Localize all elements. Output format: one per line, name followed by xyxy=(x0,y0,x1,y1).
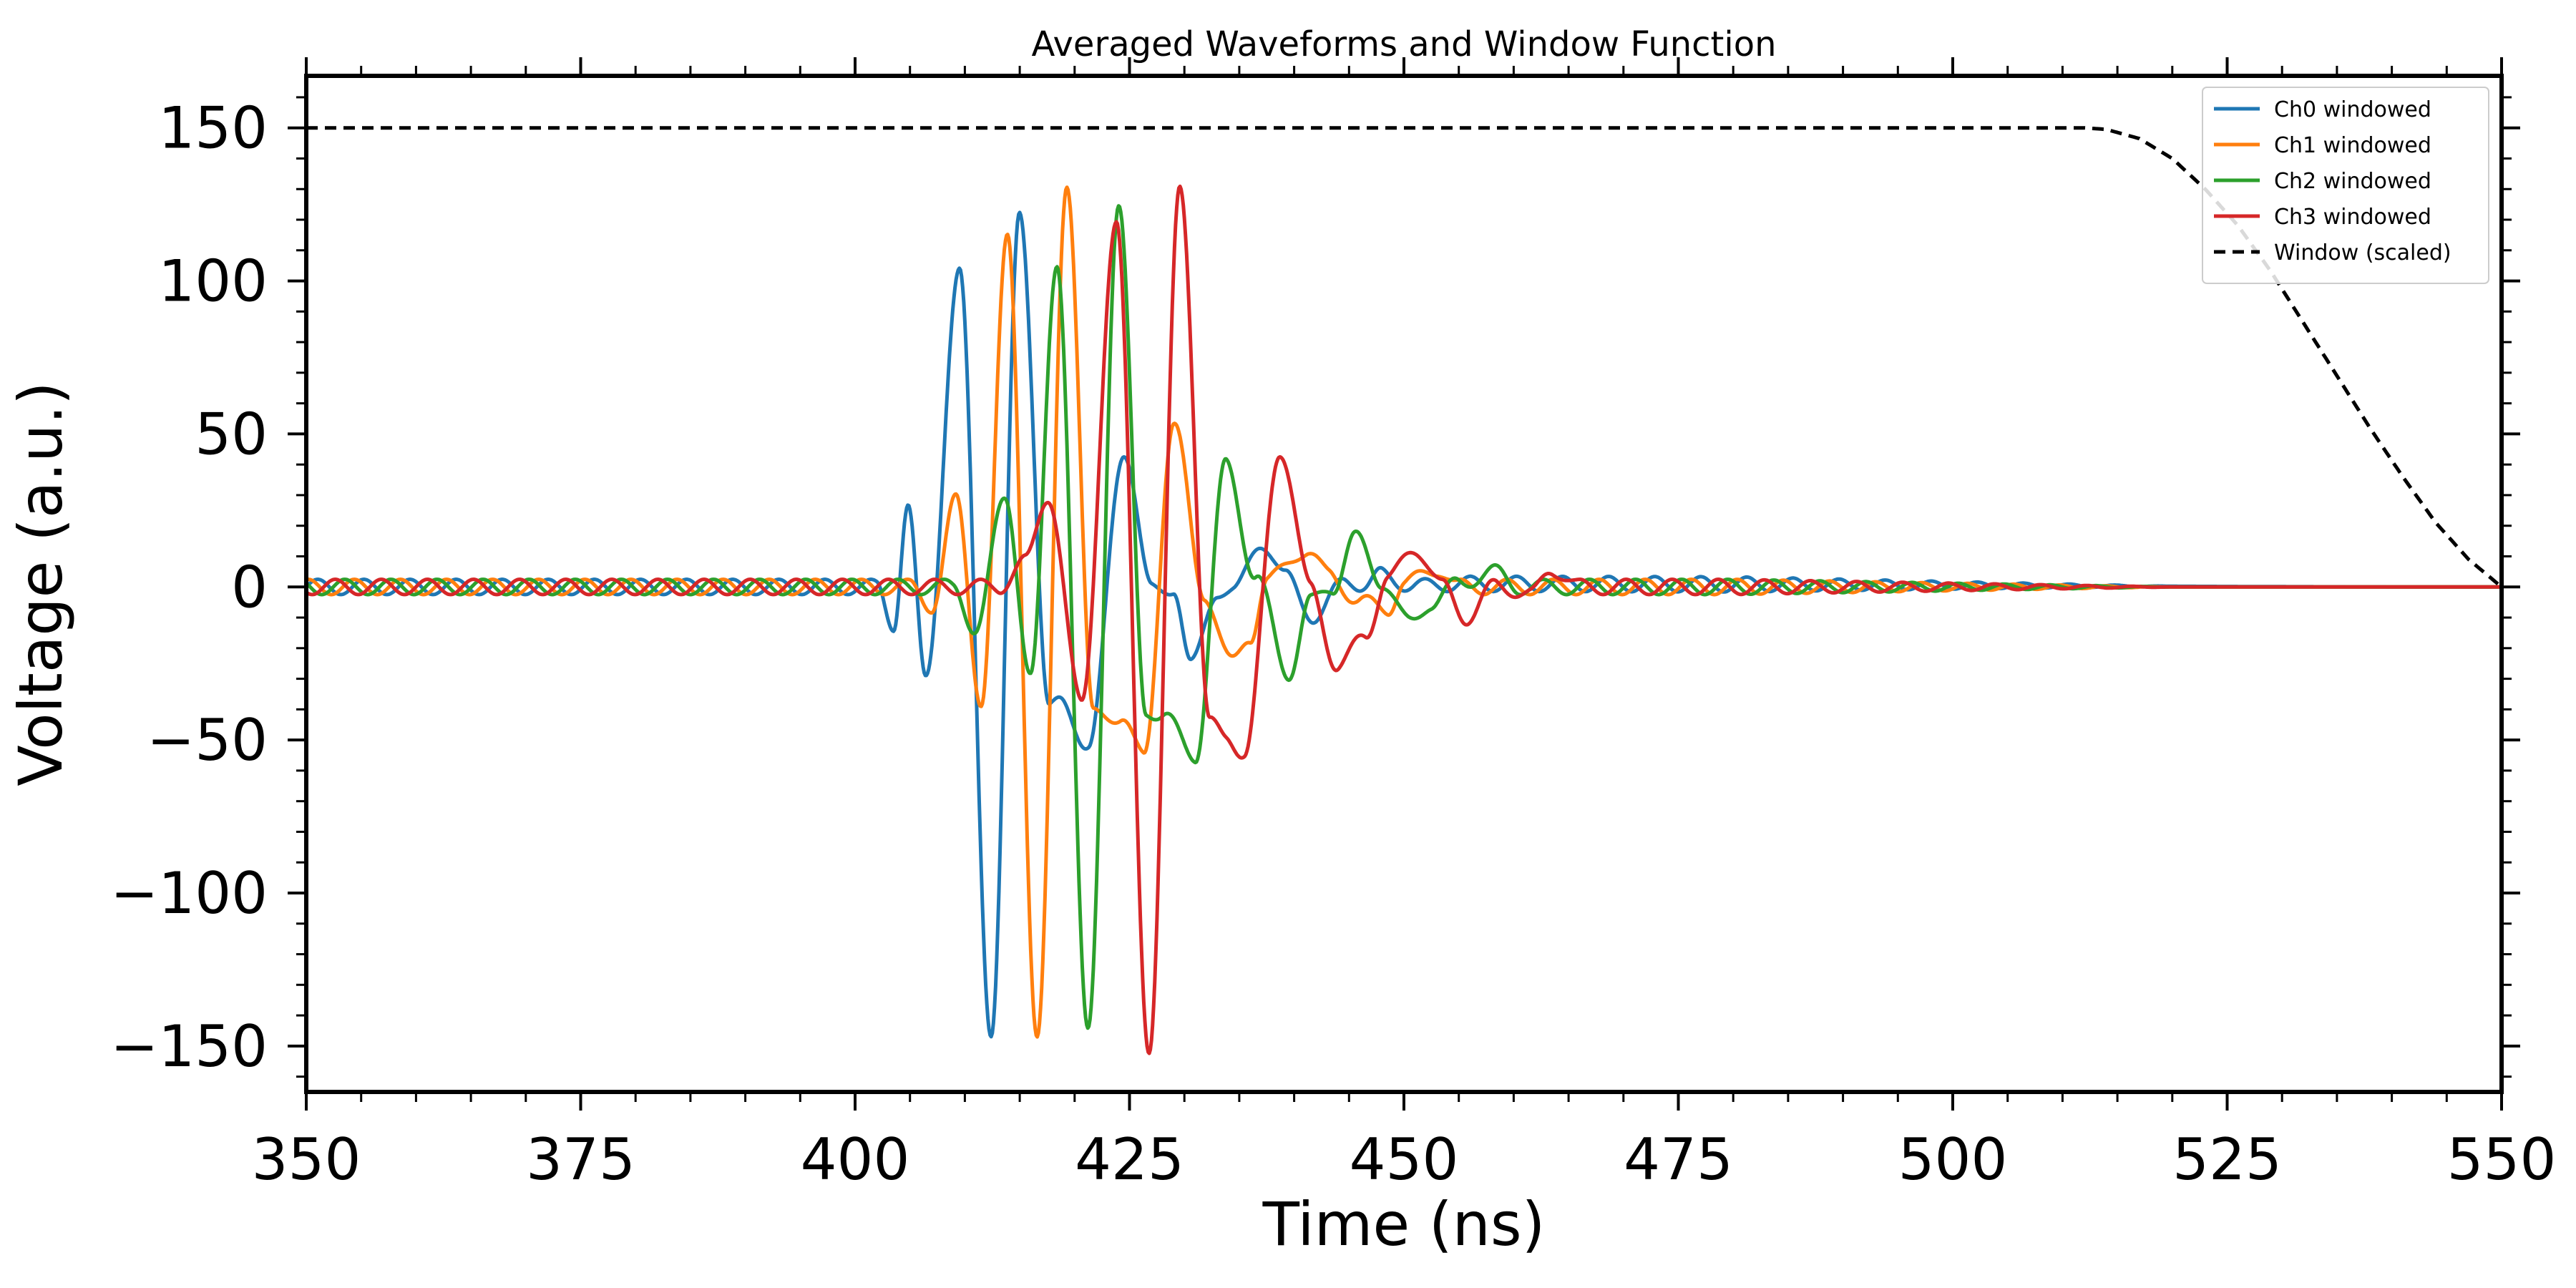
legend: Ch0 windowed Ch1 windowed Ch2 windowed Ch3 … xyxy=(2202,87,2489,284)
y-tick-label: 50 xyxy=(195,401,268,467)
x-tick-label: 400 xyxy=(801,1126,910,1193)
legend-box xyxy=(2202,87,2489,284)
legend-label: Ch3 windowed xyxy=(2274,205,2431,230)
y-tick-label: −100 xyxy=(110,860,268,927)
series-line-window-scaled xyxy=(306,126,2502,589)
x-tick-label: 375 xyxy=(526,1126,635,1193)
y-tick-label: −50 xyxy=(147,707,268,774)
x-tick-label: 525 xyxy=(2172,1126,2282,1193)
legend-label: Ch2 windowed xyxy=(2274,169,2431,194)
x-tick-label: 450 xyxy=(1350,1126,1459,1193)
y-tick-label: 0 xyxy=(231,554,268,620)
x-tick-label: 350 xyxy=(252,1126,361,1193)
x-tick-label: 425 xyxy=(1075,1126,1184,1193)
series-line-ch3-windowed xyxy=(306,184,2502,1055)
y-axis-title: Voltage (a.u.) xyxy=(6,381,76,786)
y-tick-label: 100 xyxy=(158,248,268,315)
x-tick-label: 550 xyxy=(2447,1126,2557,1193)
x-tick-label: 500 xyxy=(1898,1126,2008,1193)
y-tick-label: −150 xyxy=(110,1013,268,1080)
legend-label: Ch1 windowed xyxy=(2274,133,2431,158)
legend-label: Ch0 windowed xyxy=(2274,97,2431,122)
x-tick-label: 475 xyxy=(1624,1126,1733,1193)
y-tick-label: 150 xyxy=(158,95,268,162)
legend-label: Window (scaled) xyxy=(2274,240,2451,265)
plot-frame xyxy=(304,74,2504,1094)
chart-title: Averaged Waveforms and Window Function xyxy=(1032,24,1777,64)
x-axis-title: Time (ns) xyxy=(1262,1189,1546,1259)
